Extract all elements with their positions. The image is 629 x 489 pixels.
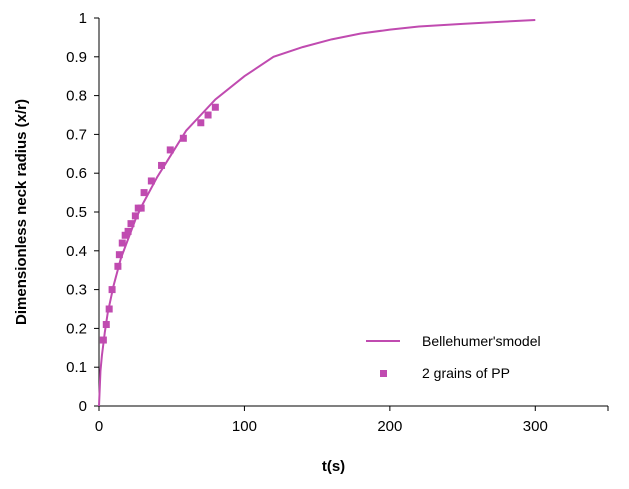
x-tick-label: 0 [95, 418, 103, 435]
y-tick-label: 1 [79, 10, 87, 27]
series-line-model [98, 18, 536, 407]
data-point [158, 161, 166, 169]
y-tick-label: 0.2 [66, 320, 87, 337]
data-point [124, 227, 132, 235]
legend: Bellehumer'smodel 2 grains of PP [366, 333, 541, 381]
y-tick-label: 0.5 [66, 204, 87, 221]
data-point [118, 239, 126, 247]
y-axis-title: Dimensionless neck radius (x/r) [13, 99, 30, 325]
y-tick-label: 0 [79, 398, 87, 415]
data-point [115, 251, 123, 259]
y-tick-label: 0.9 [66, 49, 87, 66]
tick-marks [94, 17, 609, 411]
legend-label-model: Bellehumer'smodel [422, 333, 541, 349]
data-point [204, 111, 212, 119]
y-tick-label: 0.3 [66, 282, 87, 299]
data-point [179, 134, 187, 142]
x-tick-label: 200 [377, 418, 402, 435]
y-tick-label: 0.4 [66, 243, 87, 260]
data-point [147, 177, 155, 185]
tick-labels: 0 0.1 0.2 0.3 0.4 0.5 0.6 0.7 0.8 0.9 1 0 100 200 300 [66, 10, 548, 435]
data-point [140, 189, 148, 197]
x-tick-label: 300 [523, 418, 548, 435]
legend-swatch-marker [380, 370, 387, 377]
x-axis-title: t(s) [322, 458, 345, 475]
data-point [197, 119, 205, 127]
data-point [114, 262, 122, 270]
data-point [131, 212, 139, 220]
y-tick-label: 0.1 [66, 359, 87, 376]
y-tick-label: 0.7 [66, 126, 87, 143]
data-point [99, 336, 107, 344]
data-point [102, 321, 110, 329]
y-tick-label: 0.6 [66, 165, 87, 182]
y-tick-label: 0.8 [66, 88, 87, 105]
x-tick-label: 100 [232, 418, 257, 435]
legend-label-data: 2 grains of PP [422, 365, 510, 381]
data-point [166, 146, 174, 154]
data-point [121, 231, 129, 239]
data-point [137, 204, 145, 212]
data-point [108, 286, 116, 294]
data-point [105, 305, 113, 313]
data-point [211, 103, 219, 111]
data-point [127, 220, 135, 228]
series-layer [98, 18, 536, 407]
